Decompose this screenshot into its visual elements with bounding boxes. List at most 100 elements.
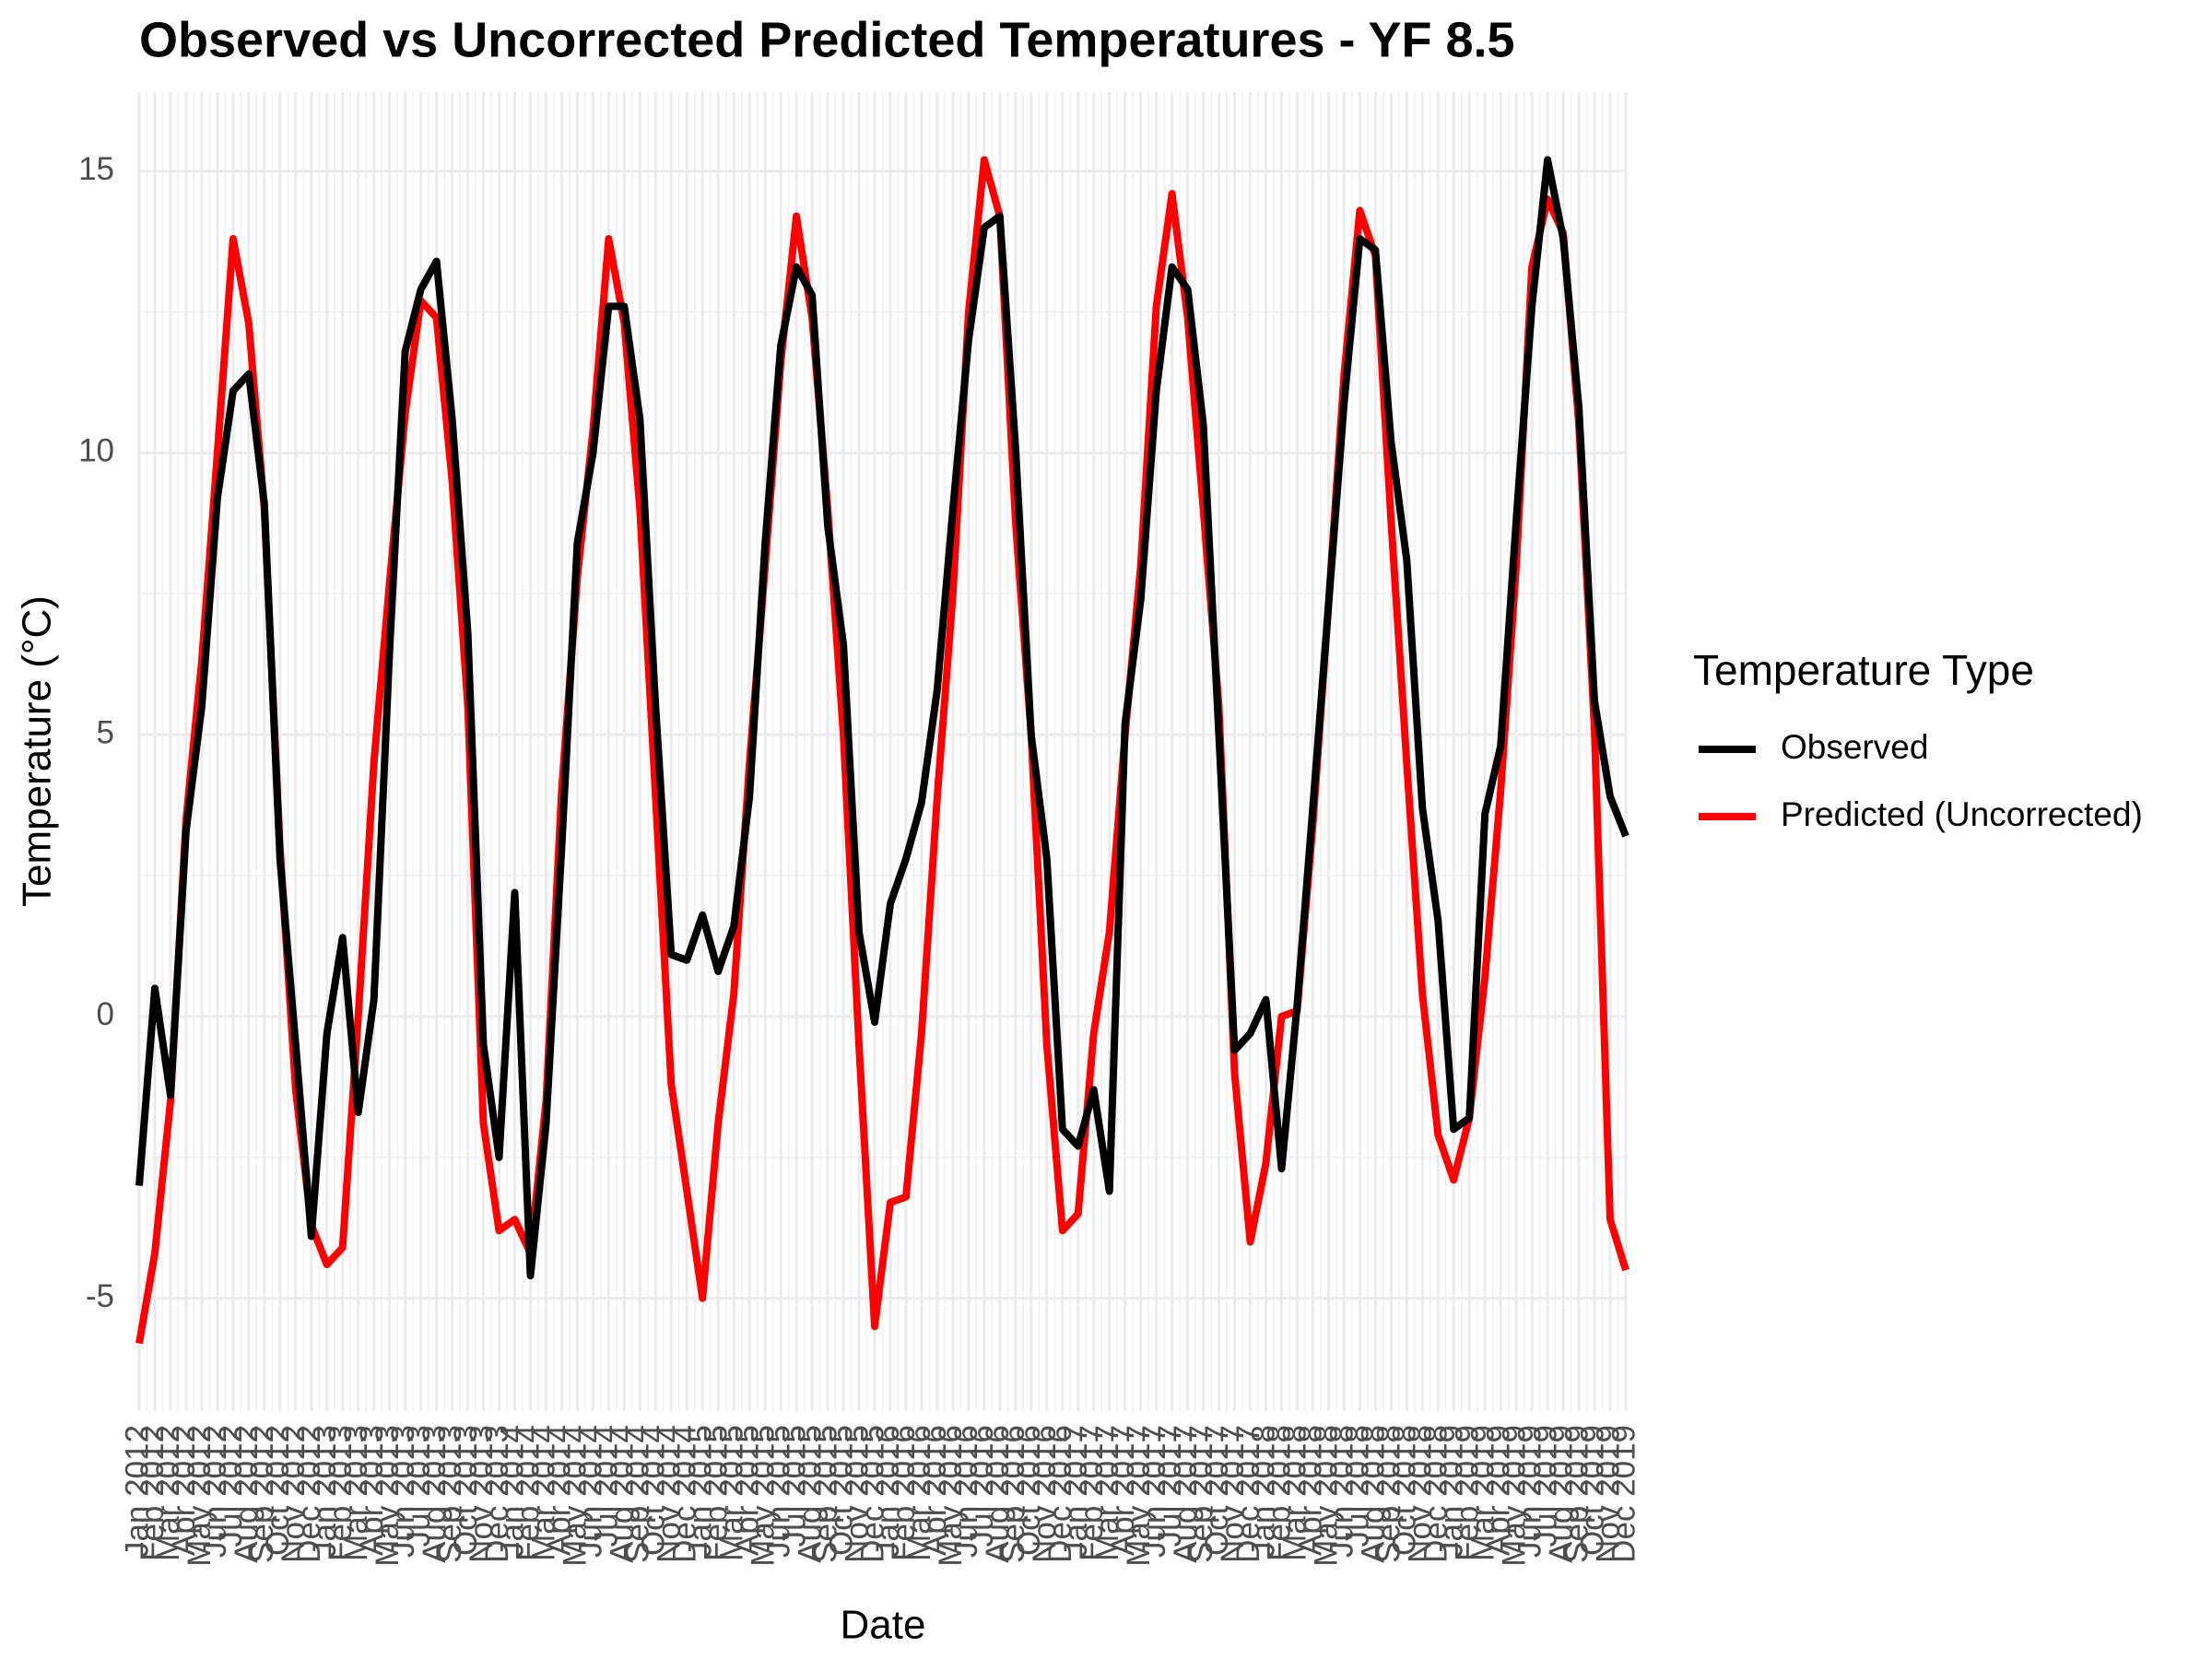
x-tick-label: Jun 2016	[948, 1425, 984, 1558]
x-tick-label: Jan 2017	[1058, 1425, 1094, 1558]
x-tick-label: Feb 2013	[323, 1425, 359, 1561]
x-tick-label: May 2012	[182, 1425, 218, 1567]
legend: Temperature Type Observed Predicted (Unco…	[1693, 646, 2143, 833]
y-tick-label: -5	[86, 1278, 114, 1314]
x-tick-label: May 2014	[558, 1425, 594, 1567]
x-tick-label: Aug 2019	[1543, 1425, 1579, 1563]
x-tick-label: Jun 2019	[1512, 1425, 1547, 1558]
x-tick-label: Jun 2017	[1136, 1425, 1172, 1558]
x-tick-label: Aug 2016	[980, 1425, 1016, 1563]
x-tick-label: Jun 2014	[573, 1425, 609, 1558]
x-tick-label: Sep 2015	[807, 1425, 843, 1563]
x-tick-label: Mar 2012	[150, 1425, 186, 1561]
legend-label: Observed	[1781, 728, 1928, 766]
x-tick-label: Nov 2017	[1215, 1425, 1251, 1563]
x-tick-label: Nov 2014	[652, 1425, 688, 1563]
x-tick-label: May 2017	[1121, 1425, 1157, 1567]
x-tick-label: Jan 2016	[870, 1425, 906, 1558]
x-tick-label: Sep 2014	[620, 1425, 656, 1563]
x-tick-label: Sep 2012	[244, 1425, 280, 1563]
x-tick-label: Sep 2013	[432, 1425, 468, 1563]
legend-label: Predicted (Uncorrected)	[1781, 795, 2143, 833]
chart-title: Observed vs Uncorrected Predicted Temper…	[139, 12, 1515, 67]
x-tick-label: Apr 2018	[1293, 1425, 1329, 1556]
x-tick-label: Aug 2014	[605, 1425, 641, 1563]
x-tick-label: Sep 2016	[995, 1425, 1031, 1563]
x-tick-label: Mar 2016	[901, 1425, 937, 1561]
x-tick-label: Mar 2019	[1465, 1425, 1500, 1561]
x-tick-label: Oct 2015	[823, 1425, 859, 1556]
x-tick-label: May 2018	[1309, 1425, 1345, 1567]
x-tick-label: Jan 2019	[1433, 1425, 1469, 1558]
x-tick-label: Dec 2014	[667, 1425, 703, 1563]
x-tick-label: Feb 2012	[135, 1425, 171, 1561]
x-tick-label: Feb 2017	[1074, 1425, 1110, 1561]
x-tick-label: Dec 2017	[1230, 1425, 1266, 1563]
x-tick-label: Jan 2013	[307, 1425, 343, 1558]
y-axis-title: Temperature (°C)	[15, 595, 60, 907]
x-tick-label: Jun 2013	[385, 1425, 421, 1558]
x-tick-label: Aug 2017	[1168, 1425, 1204, 1563]
x-tick-label: Aug 2013	[417, 1425, 453, 1563]
x-tick-label: Jan 2014	[495, 1425, 531, 1558]
x-tick-label: Jul 2016	[964, 1425, 1000, 1547]
x-tick-label: Jun 2015	[760, 1425, 796, 1558]
x-tick-label: Dec 2019	[1606, 1425, 1641, 1563]
x-tick-label: Feb 2014	[511, 1425, 547, 1561]
x-tick-label: Dec 2015	[854, 1425, 890, 1563]
x-tick-label: Jan 2015	[682, 1425, 718, 1558]
x-tick-label: Mar 2017	[1089, 1425, 1125, 1561]
x-tick-label: Nov 2015	[839, 1425, 875, 1563]
x-tick-label: Apr 2019	[1480, 1425, 1516, 1556]
x-tick-label: Jan 2018	[1246, 1425, 1282, 1558]
x-tick-label: Jul 2017	[1152, 1425, 1188, 1547]
x-tick-label: Feb 2019	[1449, 1425, 1485, 1561]
data-line	[135, 156, 1630, 1280]
x-tick-label: Apr 2016	[917, 1425, 953, 1556]
legend-title: Temperature Type	[1693, 646, 2034, 694]
x-tick-label: Sep 2017	[1183, 1425, 1219, 1563]
x-tick-label: May 2019	[1496, 1425, 1532, 1567]
x-tick-label: Mar 2018	[1277, 1425, 1313, 1561]
x-tick-label: Mar 2013	[338, 1425, 374, 1561]
x-tick-label: Mar 2014	[526, 1425, 562, 1561]
x-tick-label: Oct 2012	[260, 1425, 296, 1556]
x-tick-label: Oct 2014	[636, 1425, 672, 1556]
x-tick-label: Sep 2018	[1371, 1425, 1407, 1563]
x-tick-label: Jan 2012	[119, 1425, 155, 1558]
x-tick-label: Aug 2018	[1356, 1425, 1392, 1563]
x-tick-label: Feb 2015	[698, 1425, 734, 1561]
x-tick-label: Feb 2018	[1262, 1425, 1298, 1561]
x-tick-label: Nov 2018	[1403, 1425, 1439, 1563]
y-tick-label: 5	[97, 714, 114, 750]
x-tick-label: Jul 2015	[776, 1425, 812, 1547]
x-tick-label: Jul 2019	[1527, 1425, 1563, 1547]
plot	[135, 156, 1630, 1345]
x-tick-label: Jul 2014	[589, 1425, 625, 1547]
x-tick-label: Oct 2018	[1387, 1425, 1423, 1556]
x-tick-label: Jul 2012	[213, 1425, 249, 1547]
x-tick-label: Oct 2016	[1011, 1425, 1047, 1556]
y-tick-label: 10	[78, 433, 114, 469]
x-tick-label: Dec 2018	[1418, 1425, 1454, 1563]
x-tick-label: May 2015	[745, 1425, 781, 1567]
x-axis-title: Date	[841, 1603, 926, 1648]
y-tick-label: 0	[97, 996, 114, 1032]
x-tick-label: Dec 2016	[1042, 1425, 1078, 1563]
x-tick-label: Aug 2015	[792, 1425, 828, 1563]
x-tick-label: Jun 2012	[197, 1425, 233, 1558]
x-tick-label: Oct 2017	[1199, 1425, 1235, 1556]
x-tick-label: Apr 2017	[1105, 1425, 1141, 1556]
x-tick-label: Mar 2015	[713, 1425, 749, 1561]
x-tick-label: Apr 2014	[542, 1425, 578, 1556]
x-tick-label: May 2013	[370, 1425, 406, 1567]
x-tick-label: May 2016	[933, 1425, 969, 1567]
x-tick-label: Jul 2018	[1340, 1425, 1376, 1547]
x-tick-label: Oct 2019	[1574, 1425, 1610, 1556]
x-tick-label: Jun 2018	[1324, 1425, 1360, 1558]
x-tick-label: Sep 2019	[1559, 1425, 1594, 1563]
x-tick-label: Nov 2012	[276, 1425, 312, 1563]
x-tick-label: Nov 2019	[1590, 1425, 1626, 1563]
